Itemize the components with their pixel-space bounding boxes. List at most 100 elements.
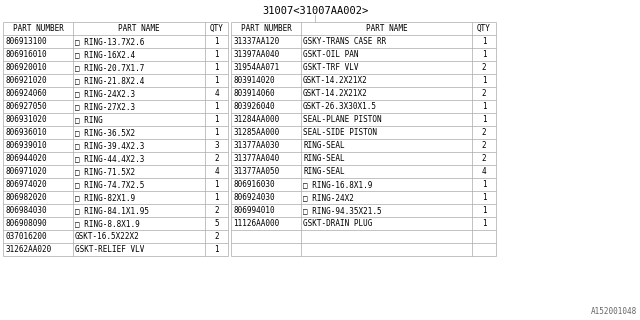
Text: 806913100: 806913100 <box>5 37 47 46</box>
Text: A152001048: A152001048 <box>591 307 637 316</box>
Text: 803914060: 803914060 <box>233 89 275 98</box>
Text: □ RING-27X2.3: □ RING-27X2.3 <box>75 102 135 111</box>
Text: 1: 1 <box>214 193 219 202</box>
Text: 31007<31007AA002>: 31007<31007AA002> <box>262 6 368 16</box>
Text: RING-SEAL: RING-SEAL <box>303 154 344 163</box>
Text: 2: 2 <box>482 63 486 72</box>
Text: QTY: QTY <box>477 24 491 33</box>
Text: 1: 1 <box>214 50 219 59</box>
Text: 1: 1 <box>214 63 219 72</box>
Text: GSKT-TRF VLV: GSKT-TRF VLV <box>303 63 358 72</box>
Text: 806984030: 806984030 <box>5 206 47 215</box>
Text: 806936010: 806936010 <box>5 128 47 137</box>
Text: 1: 1 <box>482 180 486 189</box>
Text: 31285AA000: 31285AA000 <box>233 128 279 137</box>
Text: GSKT-26.3X30X1.5: GSKT-26.3X30X1.5 <box>303 102 377 111</box>
Text: 1: 1 <box>214 37 219 46</box>
Text: 1: 1 <box>214 76 219 85</box>
Text: □ RING-74.7X2.5: □ RING-74.7X2.5 <box>75 180 145 189</box>
Text: □ RING-36.5X2: □ RING-36.5X2 <box>75 128 135 137</box>
Text: 2: 2 <box>214 154 219 163</box>
Text: 1: 1 <box>214 115 219 124</box>
Text: 4: 4 <box>214 167 219 176</box>
Text: QTY: QTY <box>209 24 223 33</box>
Text: 1: 1 <box>214 128 219 137</box>
Text: 2: 2 <box>482 154 486 163</box>
Text: □ RING-21.8X2.4: □ RING-21.8X2.4 <box>75 76 145 85</box>
Text: 4: 4 <box>214 89 219 98</box>
Text: 806939010: 806939010 <box>5 141 47 150</box>
Text: 4: 4 <box>482 167 486 176</box>
Text: RING-SEAL: RING-SEAL <box>303 141 344 150</box>
Text: PART NUMBER: PART NUMBER <box>13 24 63 33</box>
Text: GSKY-TRANS CASE RR: GSKY-TRANS CASE RR <box>303 37 387 46</box>
Text: 806908090: 806908090 <box>5 219 47 228</box>
Text: SEAL-SIDE PISTON: SEAL-SIDE PISTON <box>303 128 377 137</box>
Text: RING-SEAL: RING-SEAL <box>303 167 344 176</box>
Text: 1: 1 <box>482 193 486 202</box>
Text: 31337AA120: 31337AA120 <box>233 37 279 46</box>
Text: GSKT-OIL PAN: GSKT-OIL PAN <box>303 50 358 59</box>
Text: □ RING-71.5X2: □ RING-71.5X2 <box>75 167 135 176</box>
Text: 806982020: 806982020 <box>5 193 47 202</box>
Text: □ RING-82X1.9: □ RING-82X1.9 <box>75 193 135 202</box>
Text: 1: 1 <box>214 245 219 254</box>
Text: 1: 1 <box>482 206 486 215</box>
Text: 2: 2 <box>482 141 486 150</box>
Text: □ RING-16X2.4: □ RING-16X2.4 <box>75 50 135 59</box>
Text: 806916010: 806916010 <box>5 50 47 59</box>
Text: 806974020: 806974020 <box>5 180 47 189</box>
Text: 1: 1 <box>482 50 486 59</box>
Text: 31262AA020: 31262AA020 <box>5 245 51 254</box>
Text: PART NAME: PART NAME <box>118 24 160 33</box>
Text: PART NUMBER: PART NUMBER <box>241 24 291 33</box>
Text: GSKT-14.2X21X2: GSKT-14.2X21X2 <box>303 89 368 98</box>
Text: 806971020: 806971020 <box>5 167 47 176</box>
Text: PART NAME: PART NAME <box>365 24 407 33</box>
Text: 1: 1 <box>482 102 486 111</box>
Text: 806924030: 806924030 <box>233 193 275 202</box>
Text: □ RING-24X2: □ RING-24X2 <box>303 193 354 202</box>
Text: 806916030: 806916030 <box>233 180 275 189</box>
Text: GSKT-14.2X21X2: GSKT-14.2X21X2 <box>303 76 368 85</box>
Text: 803926040: 803926040 <box>233 102 275 111</box>
Text: □ RING-13.7X2.6: □ RING-13.7X2.6 <box>75 37 145 46</box>
Text: □ RING-44.4X2.3: □ RING-44.4X2.3 <box>75 154 145 163</box>
Text: 1: 1 <box>214 180 219 189</box>
Text: 31954AA071: 31954AA071 <box>233 63 279 72</box>
Text: □ RING-84.1X1.95: □ RING-84.1X1.95 <box>75 206 149 215</box>
Text: 1: 1 <box>214 102 219 111</box>
Text: GSKT-16.5X22X2: GSKT-16.5X22X2 <box>75 232 140 241</box>
Text: 31377AA040: 31377AA040 <box>233 154 279 163</box>
Text: □ RING-20.7X1.7: □ RING-20.7X1.7 <box>75 63 145 72</box>
Text: □ RING-94.35X21.5: □ RING-94.35X21.5 <box>303 206 381 215</box>
Bar <box>231 22 496 256</box>
Text: 803914020: 803914020 <box>233 76 275 85</box>
Text: 2: 2 <box>482 128 486 137</box>
Text: 31377AA050: 31377AA050 <box>233 167 279 176</box>
Text: 1: 1 <box>482 76 486 85</box>
Bar <box>3 22 228 256</box>
Text: 806920010: 806920010 <box>5 63 47 72</box>
Text: 806994010: 806994010 <box>233 206 275 215</box>
Text: 1: 1 <box>482 219 486 228</box>
Text: 11126AA000: 11126AA000 <box>233 219 279 228</box>
Text: 31397AA040: 31397AA040 <box>233 50 279 59</box>
Text: 31284AA000: 31284AA000 <box>233 115 279 124</box>
Text: 806944020: 806944020 <box>5 154 47 163</box>
Text: 2: 2 <box>482 89 486 98</box>
Text: 2: 2 <box>214 206 219 215</box>
Text: 1: 1 <box>482 37 486 46</box>
Text: □ RING: □ RING <box>75 115 103 124</box>
Text: 3: 3 <box>214 141 219 150</box>
Text: SEAL-PLANE PISTON: SEAL-PLANE PISTON <box>303 115 381 124</box>
Text: □ RING-8.8X1.9: □ RING-8.8X1.9 <box>75 219 140 228</box>
Text: 806927050: 806927050 <box>5 102 47 111</box>
Text: 1: 1 <box>482 115 486 124</box>
Text: 5: 5 <box>214 219 219 228</box>
Text: 31377AA030: 31377AA030 <box>233 141 279 150</box>
Text: □ RING-24X2.3: □ RING-24X2.3 <box>75 89 135 98</box>
Text: GSKT-DRAIN PLUG: GSKT-DRAIN PLUG <box>303 219 372 228</box>
Text: 037016200: 037016200 <box>5 232 47 241</box>
Text: □ RING-16.8X1.9: □ RING-16.8X1.9 <box>303 180 372 189</box>
